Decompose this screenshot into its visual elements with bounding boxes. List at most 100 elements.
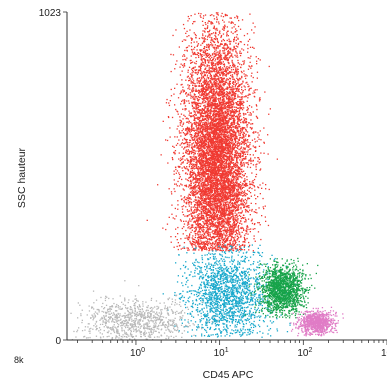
event-point bbox=[227, 147, 229, 149]
event-point bbox=[232, 115, 234, 117]
event-point bbox=[243, 120, 245, 122]
event-point bbox=[206, 237, 208, 239]
event-point bbox=[223, 28, 225, 30]
event-point bbox=[201, 72, 204, 74]
event-point bbox=[236, 202, 238, 204]
event-point bbox=[193, 117, 196, 119]
event-point bbox=[215, 131, 217, 133]
event-point bbox=[202, 197, 204, 199]
event-point bbox=[162, 227, 164, 229]
event-point bbox=[210, 95, 212, 97]
event-point bbox=[238, 78, 240, 80]
event-point bbox=[229, 93, 231, 95]
event-point bbox=[240, 248, 242, 250]
event-point bbox=[237, 238, 239, 240]
event-point bbox=[180, 135, 182, 137]
event-point bbox=[199, 213, 201, 215]
event-point bbox=[193, 168, 195, 170]
event-point bbox=[223, 117, 225, 119]
event-point bbox=[248, 197, 251, 200]
event-point bbox=[230, 186, 232, 188]
event-point bbox=[228, 150, 230, 152]
event-point bbox=[193, 93, 195, 95]
event-point bbox=[203, 211, 205, 213]
event-point bbox=[175, 63, 177, 65]
event-point bbox=[198, 242, 200, 245]
event-point bbox=[198, 229, 201, 231]
event-point bbox=[216, 73, 218, 75]
event-point bbox=[216, 113, 218, 115]
event-point bbox=[195, 197, 197, 199]
event-point bbox=[205, 248, 207, 250]
event-point bbox=[208, 77, 210, 79]
event-point bbox=[215, 126, 217, 128]
event-point bbox=[194, 13, 196, 15]
event-point bbox=[219, 61, 221, 63]
event-point bbox=[236, 190, 238, 192]
event-point bbox=[211, 162, 213, 164]
event-point bbox=[202, 24, 204, 26]
event-point bbox=[146, 219, 148, 221]
event-point bbox=[206, 65, 208, 68]
event-point bbox=[196, 136, 198, 138]
event-point bbox=[195, 145, 197, 147]
event-point bbox=[175, 168, 177, 171]
event-point bbox=[212, 54, 214, 56]
event-point bbox=[226, 171, 228, 173]
event-point bbox=[216, 185, 218, 187]
event-point bbox=[238, 134, 240, 136]
event-point bbox=[195, 123, 197, 125]
event-point bbox=[205, 81, 208, 83]
event-point bbox=[216, 118, 218, 120]
event-point bbox=[244, 140, 246, 142]
event-point bbox=[203, 78, 205, 80]
event-point bbox=[220, 140, 222, 142]
event-point bbox=[221, 158, 223, 160]
event-point bbox=[212, 64, 214, 66]
event-point bbox=[201, 77, 203, 80]
event-point bbox=[213, 175, 215, 177]
event-point bbox=[208, 144, 210, 146]
event-point bbox=[227, 180, 229, 182]
event-point bbox=[231, 85, 233, 87]
event-point bbox=[209, 87, 211, 89]
event-point bbox=[193, 166, 195, 168]
event-point bbox=[228, 108, 230, 110]
event-point bbox=[198, 205, 200, 207]
event-point bbox=[230, 232, 232, 234]
event-point bbox=[239, 212, 241, 214]
event-point bbox=[206, 49, 209, 51]
event-point bbox=[191, 101, 193, 103]
event-point bbox=[215, 164, 217, 166]
event-point bbox=[221, 103, 224, 106]
event-point bbox=[176, 110, 178, 112]
event-point bbox=[258, 98, 261, 100]
event-point bbox=[211, 60, 213, 62]
event-point bbox=[223, 208, 225, 210]
event-point bbox=[224, 96, 226, 98]
event-point bbox=[224, 139, 226, 142]
event-point bbox=[245, 156, 247, 158]
event-point bbox=[230, 21, 233, 23]
event-point bbox=[243, 206, 245, 208]
event-point bbox=[209, 89, 211, 91]
event-point bbox=[218, 45, 220, 47]
event-point bbox=[202, 162, 204, 164]
event-point bbox=[201, 142, 203, 144]
event-point bbox=[218, 102, 221, 104]
event-point bbox=[236, 194, 238, 196]
event-point bbox=[212, 180, 214, 182]
event-point bbox=[242, 153, 245, 155]
event-point bbox=[245, 221, 247, 223]
event-point bbox=[218, 31, 221, 33]
event-point bbox=[217, 196, 220, 198]
event-point bbox=[218, 237, 220, 239]
event-point bbox=[194, 70, 197, 72]
event-point bbox=[211, 154, 214, 157]
event-point bbox=[183, 114, 185, 116]
event-point bbox=[233, 95, 236, 97]
event-point bbox=[182, 132, 185, 134]
event-point bbox=[218, 234, 220, 236]
event-point bbox=[247, 139, 249, 141]
event-point bbox=[187, 247, 189, 249]
